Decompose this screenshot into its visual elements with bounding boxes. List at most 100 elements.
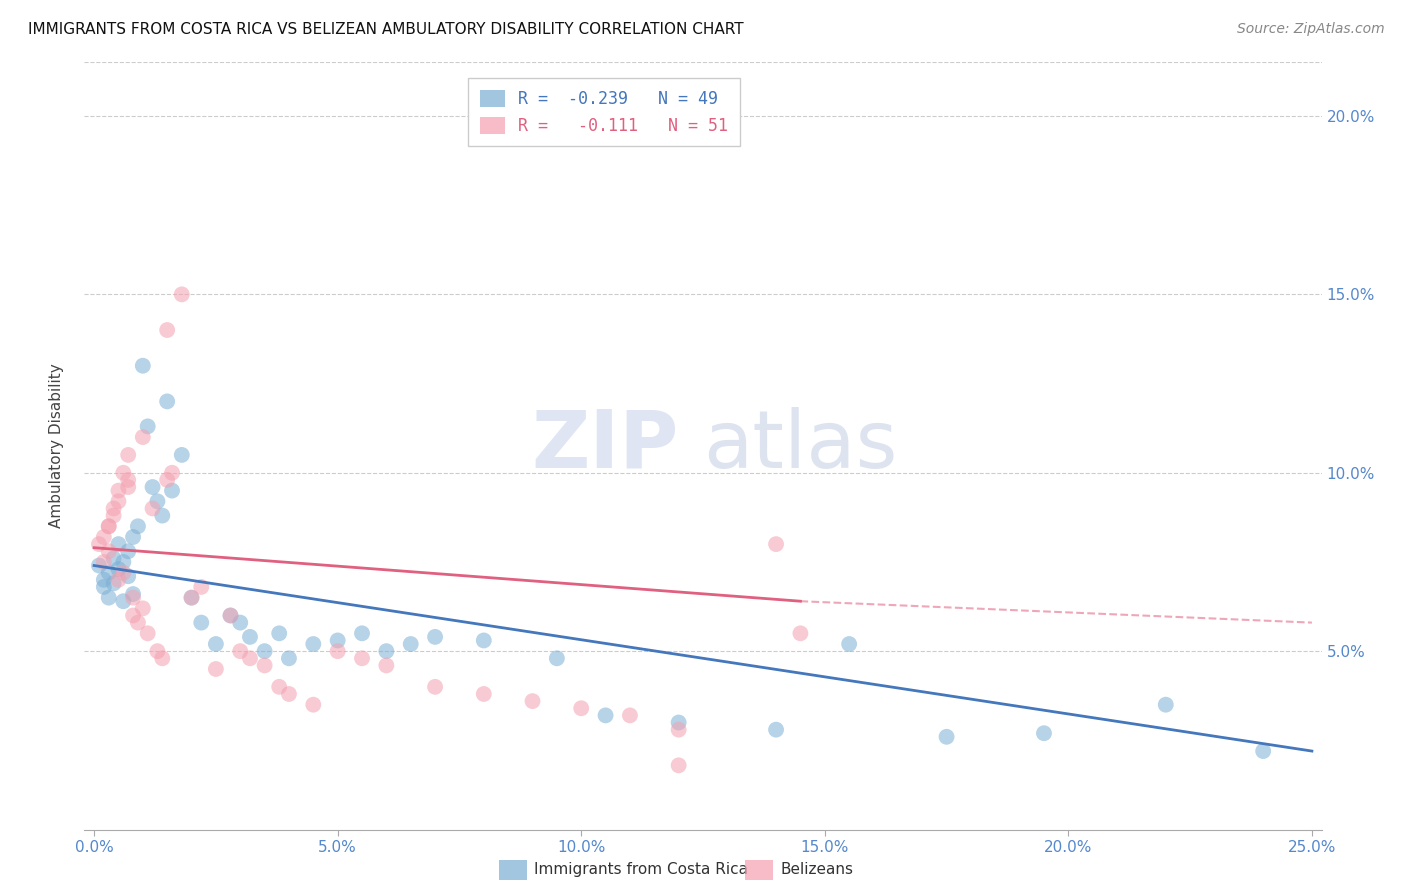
Point xyxy=(546,651,568,665)
Point xyxy=(117,480,139,494)
Point xyxy=(326,633,349,648)
Point xyxy=(97,519,120,533)
Point xyxy=(253,658,276,673)
Point xyxy=(156,323,179,337)
Point xyxy=(107,537,129,551)
Point xyxy=(1033,726,1056,740)
Point xyxy=(150,651,173,665)
Point xyxy=(132,601,155,615)
Point xyxy=(423,630,446,644)
Point xyxy=(107,483,129,498)
Point xyxy=(103,501,125,516)
Point xyxy=(142,501,165,516)
Point xyxy=(97,544,120,558)
Point xyxy=(112,555,135,569)
Point xyxy=(122,587,145,601)
Point xyxy=(269,626,291,640)
Point xyxy=(112,594,135,608)
Point xyxy=(132,359,155,373)
Point xyxy=(302,637,325,651)
Point xyxy=(103,576,125,591)
Point xyxy=(87,537,110,551)
Point xyxy=(239,651,262,665)
Point xyxy=(117,448,139,462)
Point xyxy=(668,723,690,737)
Point xyxy=(399,637,422,651)
Point xyxy=(838,637,860,651)
Point xyxy=(160,483,183,498)
Point xyxy=(269,680,291,694)
Point xyxy=(350,626,373,640)
Point xyxy=(146,494,169,508)
Point xyxy=(103,551,125,566)
Legend: R =  -0.239   N = 49, R =   -0.111   N = 51: R = -0.239 N = 49, R = -0.111 N = 51 xyxy=(468,78,740,146)
Point xyxy=(112,466,135,480)
Point xyxy=(1154,698,1177,712)
Point xyxy=(107,573,129,587)
Point xyxy=(170,287,193,301)
Point xyxy=(103,508,125,523)
Point xyxy=(127,519,149,533)
Point xyxy=(142,480,165,494)
Point xyxy=(278,651,301,665)
Point xyxy=(423,680,446,694)
Point xyxy=(302,698,325,712)
Point xyxy=(205,662,228,676)
Point xyxy=(180,591,202,605)
Point xyxy=(87,558,110,573)
Point xyxy=(472,687,495,701)
Point xyxy=(472,633,495,648)
Point xyxy=(122,608,145,623)
Point xyxy=(136,626,159,640)
Point xyxy=(765,537,787,551)
Point xyxy=(93,530,115,544)
Point xyxy=(668,758,690,772)
Point xyxy=(112,566,135,580)
Point xyxy=(132,430,155,444)
Point xyxy=(170,448,193,462)
Point xyxy=(122,530,145,544)
Point xyxy=(350,651,373,665)
Point xyxy=(93,573,115,587)
Point xyxy=(569,701,592,715)
Text: Immigrants from Costa Rica: Immigrants from Costa Rica xyxy=(534,863,748,877)
Point xyxy=(278,687,301,701)
Point xyxy=(229,615,252,630)
Point xyxy=(375,644,398,658)
Point xyxy=(190,580,212,594)
Point xyxy=(107,494,129,508)
Point xyxy=(93,580,115,594)
Point xyxy=(93,555,115,569)
Point xyxy=(127,615,149,630)
Point xyxy=(205,637,228,651)
Point xyxy=(150,508,173,523)
Point xyxy=(190,615,212,630)
Point xyxy=(253,644,276,658)
Point xyxy=(117,544,139,558)
Point xyxy=(107,562,129,576)
Point xyxy=(122,591,145,605)
Point xyxy=(160,466,183,480)
Point xyxy=(136,419,159,434)
Y-axis label: Ambulatory Disability: Ambulatory Disability xyxy=(49,364,63,528)
Point xyxy=(97,591,120,605)
Point xyxy=(117,473,139,487)
Text: Source: ZipAtlas.com: Source: ZipAtlas.com xyxy=(1237,22,1385,37)
Text: ZIP: ZIP xyxy=(531,407,678,485)
Text: atlas: atlas xyxy=(703,407,897,485)
Point xyxy=(229,644,252,658)
Point xyxy=(522,694,544,708)
Point xyxy=(765,723,787,737)
Point xyxy=(97,519,120,533)
Point xyxy=(239,630,262,644)
Point xyxy=(146,644,169,658)
Point xyxy=(595,708,617,723)
Point xyxy=(97,566,120,580)
Point xyxy=(668,715,690,730)
Point xyxy=(789,626,811,640)
Point xyxy=(180,591,202,605)
Point xyxy=(156,394,179,409)
Point xyxy=(219,608,242,623)
Text: Belizeans: Belizeans xyxy=(780,863,853,877)
Text: IMMIGRANTS FROM COSTA RICA VS BELIZEAN AMBULATORY DISABILITY CORRELATION CHART: IMMIGRANTS FROM COSTA RICA VS BELIZEAN A… xyxy=(28,22,744,37)
